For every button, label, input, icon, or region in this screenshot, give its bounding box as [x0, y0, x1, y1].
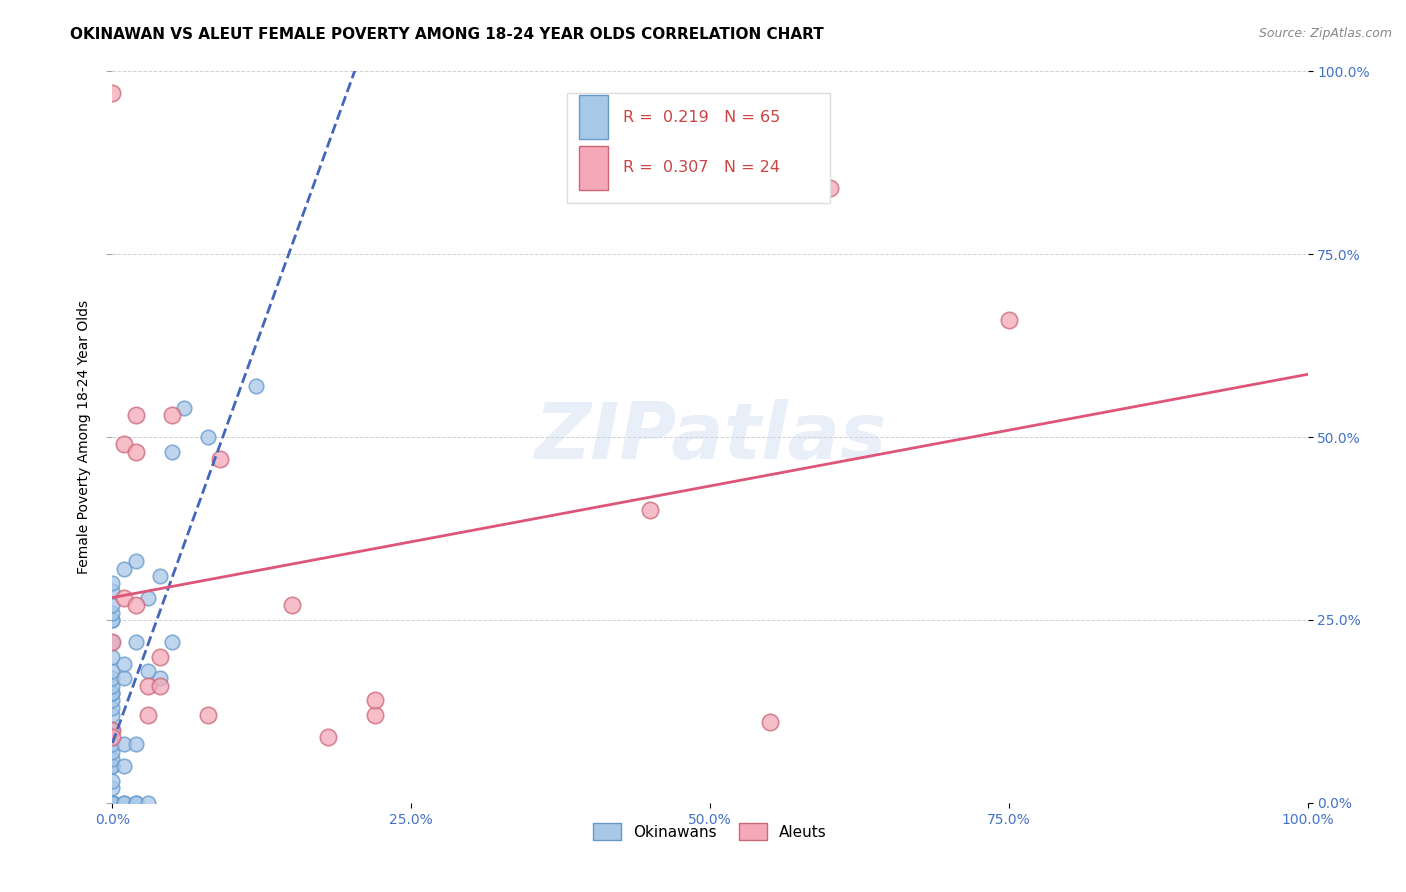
Text: OKINAWAN VS ALEUT FEMALE POVERTY AMONG 18-24 YEAR OLDS CORRELATION CHART: OKINAWAN VS ALEUT FEMALE POVERTY AMONG 1…: [70, 27, 824, 42]
Point: [101, 796, 124, 810]
Point: [114, 562, 135, 576]
Point: [998, 313, 1021, 327]
Point: [197, 708, 219, 723]
Point: [101, 796, 124, 810]
Point: [640, 503, 662, 517]
Point: [101, 87, 124, 101]
Point: [101, 693, 124, 707]
Text: ZIPatlas: ZIPatlas: [534, 399, 886, 475]
Point: [125, 408, 148, 422]
Point: [101, 723, 124, 737]
Point: [101, 796, 124, 810]
Point: [114, 591, 135, 605]
Point: [197, 430, 219, 444]
Point: [101, 796, 124, 810]
Point: [364, 693, 387, 707]
Point: [149, 672, 172, 686]
Point: [114, 737, 135, 751]
Point: [101, 635, 124, 649]
Legend: Okinawans, Aleuts: Okinawans, Aleuts: [588, 816, 832, 847]
Point: [162, 408, 183, 422]
Point: [101, 649, 124, 664]
Point: [125, 635, 148, 649]
Point: [138, 591, 160, 605]
Point: [818, 181, 841, 195]
Point: [101, 700, 124, 714]
Point: [101, 576, 124, 591]
Point: [101, 796, 124, 810]
Point: [101, 672, 124, 686]
Point: [101, 686, 124, 700]
Y-axis label: Female Poverty Among 18-24 Year Olds: Female Poverty Among 18-24 Year Olds: [77, 300, 91, 574]
Point: [101, 796, 124, 810]
Point: [101, 773, 124, 788]
Point: [125, 444, 148, 458]
Point: [114, 672, 135, 686]
Point: [101, 796, 124, 810]
Point: [101, 708, 124, 723]
Point: [101, 759, 124, 773]
Point: [209, 452, 232, 467]
Point: [101, 759, 124, 773]
Point: [101, 679, 124, 693]
Point: [281, 599, 304, 613]
Point: [101, 613, 124, 627]
Point: [138, 664, 160, 678]
Point: [114, 759, 135, 773]
Point: [101, 723, 124, 737]
Point: [125, 554, 148, 568]
Point: [101, 796, 124, 810]
Point: [101, 606, 124, 620]
Point: [114, 796, 135, 810]
Point: [101, 796, 124, 810]
Point: [101, 737, 124, 751]
Point: [138, 679, 160, 693]
Point: [101, 686, 124, 700]
Point: [101, 752, 124, 766]
Point: [125, 796, 148, 810]
Point: [101, 796, 124, 810]
Point: [316, 730, 339, 744]
Point: [138, 796, 160, 810]
Point: [149, 569, 172, 583]
Point: [173, 401, 195, 415]
Point: [114, 437, 135, 451]
Point: [101, 664, 124, 678]
FancyBboxPatch shape: [579, 146, 609, 190]
Point: [101, 796, 124, 810]
FancyBboxPatch shape: [567, 94, 830, 203]
Point: [125, 796, 148, 810]
Point: [101, 723, 124, 737]
Point: [162, 444, 183, 458]
Point: [101, 599, 124, 613]
Point: [125, 599, 148, 613]
Point: [162, 635, 183, 649]
Point: [101, 583, 124, 598]
Point: [114, 657, 135, 671]
Point: [101, 730, 124, 744]
Point: [101, 635, 124, 649]
Point: [101, 796, 124, 810]
Point: [245, 379, 267, 393]
Point: [101, 796, 124, 810]
Point: [125, 737, 148, 751]
Point: [759, 715, 782, 730]
Point: [101, 781, 124, 796]
Point: [101, 613, 124, 627]
Point: [114, 796, 135, 810]
Point: [149, 649, 172, 664]
Text: R =  0.219   N = 65: R = 0.219 N = 65: [623, 110, 780, 125]
Point: [149, 679, 172, 693]
FancyBboxPatch shape: [579, 95, 609, 139]
Point: [101, 745, 124, 759]
Point: [101, 796, 124, 810]
Text: Source: ZipAtlas.com: Source: ZipAtlas.com: [1258, 27, 1392, 40]
Text: R =  0.307   N = 24: R = 0.307 N = 24: [623, 161, 780, 176]
Point: [138, 708, 160, 723]
Point: [364, 708, 387, 723]
Point: [101, 796, 124, 810]
Point: [101, 796, 124, 810]
Point: [101, 796, 124, 810]
Point: [101, 796, 124, 810]
